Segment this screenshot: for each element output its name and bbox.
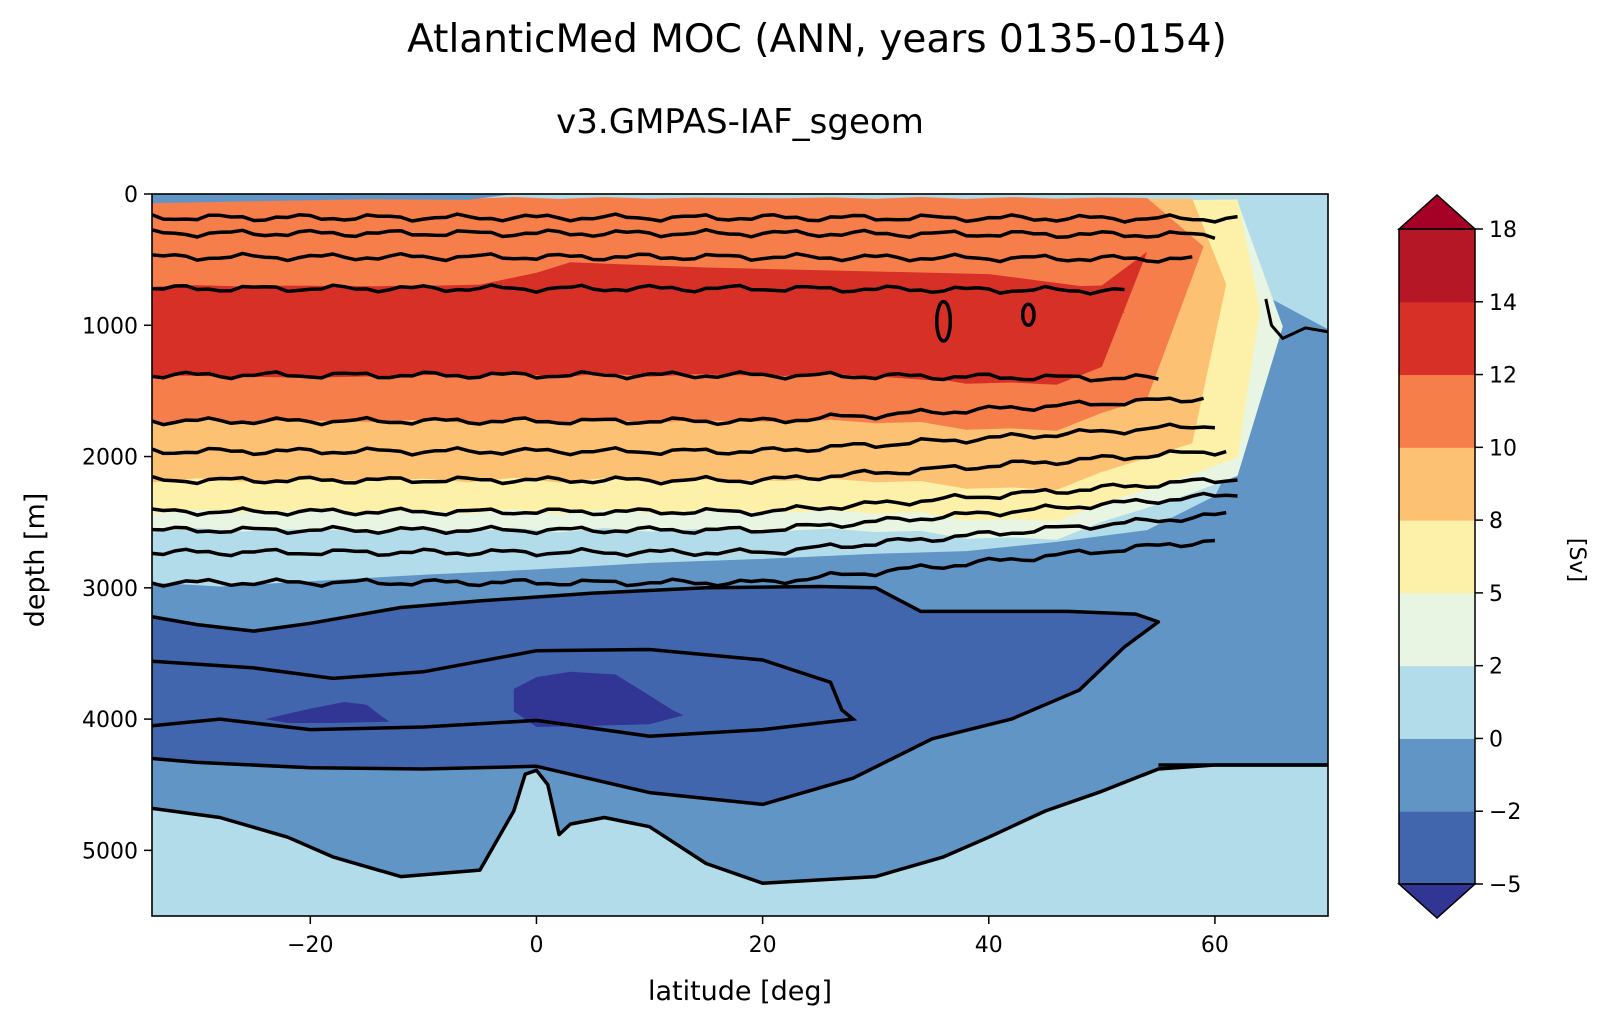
colorbar-tick-label: 12 xyxy=(1489,364,1517,389)
colorbar-band xyxy=(1399,520,1475,594)
band-12-to-14-core xyxy=(152,262,1125,381)
x-tick-label: 0 xyxy=(529,933,543,958)
contour-line xyxy=(152,369,1159,383)
contour-line xyxy=(152,477,1238,517)
contour-line xyxy=(1264,298,1328,341)
surface-negative xyxy=(152,194,514,204)
contour-loop xyxy=(1020,302,1036,328)
contour-line xyxy=(152,227,1216,241)
colorbar-extend-under xyxy=(1397,883,1477,920)
x-axis: −20 0 20 40 60 xyxy=(287,916,1229,958)
contour-line xyxy=(152,251,1193,264)
y-tick-label: 4000 xyxy=(82,708,138,733)
chart-title: AtlanticMed MOC (ANN, years 0135-0154) xyxy=(407,17,1227,62)
chart-subtitle: v3.GMPAS-IAF_sgeom xyxy=(556,102,924,142)
x-tick-label: 20 xyxy=(749,933,777,958)
colorbar-tick-label: 2 xyxy=(1489,655,1503,680)
colorbar-tick-label: 18 xyxy=(1489,218,1517,243)
colorbar-extend-over xyxy=(1397,193,1477,230)
y-tick-label: 3000 xyxy=(82,577,138,602)
colorbar-band xyxy=(1399,665,1475,739)
x-tick-label: 40 xyxy=(975,933,1003,958)
x-tick-label: −20 xyxy=(287,933,333,958)
x-tick-label: 60 xyxy=(1201,933,1229,958)
y-tick-label: 5000 xyxy=(82,839,138,864)
colorbar-band xyxy=(1399,738,1475,812)
colorbar-tick-label: −2 xyxy=(1489,800,1521,825)
contour-line xyxy=(152,283,1125,296)
colorbar-band xyxy=(1399,229,1475,303)
colorbar-frame xyxy=(1398,228,1476,885)
y-axis-label: depth [m] xyxy=(20,493,51,628)
contour-line xyxy=(152,491,1238,536)
contour-line xyxy=(152,422,1216,457)
plot-area xyxy=(152,194,1328,916)
min-patch-2 xyxy=(513,671,684,727)
colorbar-band xyxy=(1399,447,1475,521)
y-axis: 0 1000 2000 3000 4000 5000 xyxy=(82,183,152,864)
colorbar-band xyxy=(1399,592,1475,667)
contour-lines xyxy=(152,212,1328,885)
colorbar-label: [Sv] xyxy=(1564,538,1589,582)
contour-line xyxy=(152,396,1205,427)
colorbar: −5 −2 0 2 5 8 10 12 14 18 xyxy=(1397,193,1521,920)
y-tick-label: 0 xyxy=(124,183,138,208)
contour-loop xyxy=(935,299,953,343)
colorbar-band xyxy=(1399,374,1475,448)
colorbar-tick-label: 14 xyxy=(1489,291,1517,316)
contour-line xyxy=(152,510,1227,558)
colorbar-tick-label: −5 xyxy=(1489,873,1521,898)
contour-line xyxy=(152,584,1161,807)
colorbar-tick-label: 8 xyxy=(1489,509,1503,534)
colorbar-tick-label: 10 xyxy=(1489,436,1517,461)
contour-line xyxy=(152,538,1216,588)
y-tick-label: 2000 xyxy=(82,446,138,471)
contour-line xyxy=(152,449,1227,486)
contour-line xyxy=(152,647,858,738)
y-tick-label: 1000 xyxy=(82,314,138,339)
x-axis-label: latitude [deg] xyxy=(648,976,832,1007)
min-patch-1 xyxy=(265,702,390,723)
colorbar-band xyxy=(1399,811,1475,885)
colorbar-tick-label: 0 xyxy=(1489,727,1503,752)
colorbar-tick-label: 5 xyxy=(1489,582,1503,607)
contour-line xyxy=(152,212,1238,224)
colorbar-band xyxy=(1399,301,1475,376)
plot-frame xyxy=(151,193,1329,917)
contour-line xyxy=(152,763,1328,885)
